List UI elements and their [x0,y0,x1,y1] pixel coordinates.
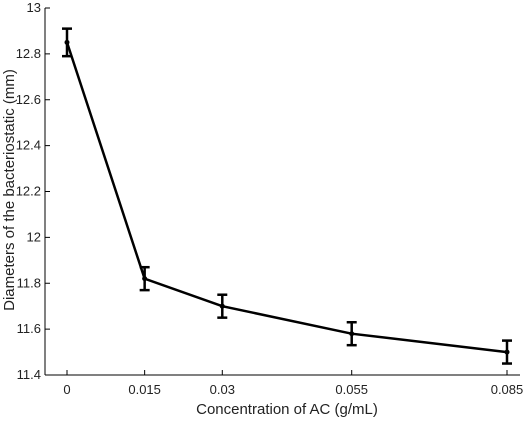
y-tick-label: 12.6 [16,92,41,107]
x-ticks: 0 0.015 0.03 0.055 0.085 [63,370,523,397]
x-tick-label: 0.085 [491,382,524,397]
error-bars [62,27,512,365]
data-points [64,39,510,355]
x-tick-label: 0.015 [128,382,161,397]
y-ticks: 11.4 11.6 11.8 12 12.2 12.4 12.6 12.8 13 [16,0,50,382]
x-tick-label: 0 [63,382,70,397]
series-line [65,42,508,354]
y-tick-label: 12.2 [16,184,41,199]
x-tick-label: 0.055 [335,382,368,397]
y-tick-label: 12 [27,229,41,244]
y-tick-label: 11.6 [17,321,41,336]
data-point [64,39,70,45]
y-axis-label: Diameters of the bacteriostatic (mm) [1,69,18,311]
y-tick-label: 12.8 [16,46,41,61]
y-tick-label: 12.4 [16,138,41,153]
data-point [349,331,355,337]
data-point [142,276,148,282]
y-tick-label: 11.8 [17,275,41,290]
y-tick-label: 11.4 [17,367,41,382]
data-point [219,303,225,309]
x-tick-label: 0.03 [210,382,235,397]
y-tick-label: 13 [27,0,41,15]
x-axis-label: Concentration of AC (g/mL) [196,401,378,418]
data-point [504,349,510,355]
